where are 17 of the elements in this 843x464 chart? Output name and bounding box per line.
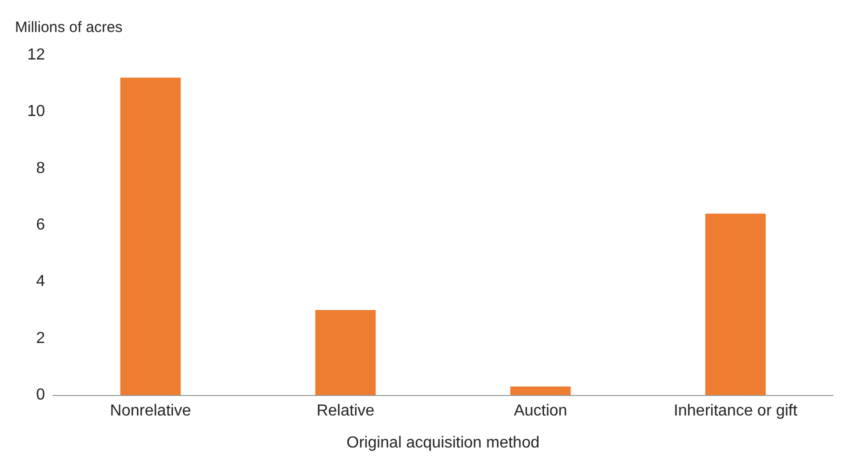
y-axis-title: Millions of acres xyxy=(15,19,123,36)
x-tick-label: Auction xyxy=(514,402,568,420)
bar xyxy=(315,310,376,395)
y-tick-label: 2 xyxy=(36,330,46,347)
x-tick-label: Relative xyxy=(316,402,374,420)
bar xyxy=(510,386,571,395)
x-tick-label: Nonrelative xyxy=(110,402,192,420)
y-tick-label: 8 xyxy=(36,160,46,177)
x-axis-title: Original acquisition method xyxy=(346,434,540,452)
y-tick-label: 0 xyxy=(36,386,46,404)
y-tick-label: 10 xyxy=(27,103,46,120)
bar xyxy=(705,214,766,395)
y-tick-label: 6 xyxy=(36,216,46,234)
y-tick-label: 12 xyxy=(27,46,46,64)
bar xyxy=(120,78,181,395)
x-tick-label: Inheritance or gift xyxy=(674,402,798,420)
y-tick-label: 4 xyxy=(36,273,46,290)
